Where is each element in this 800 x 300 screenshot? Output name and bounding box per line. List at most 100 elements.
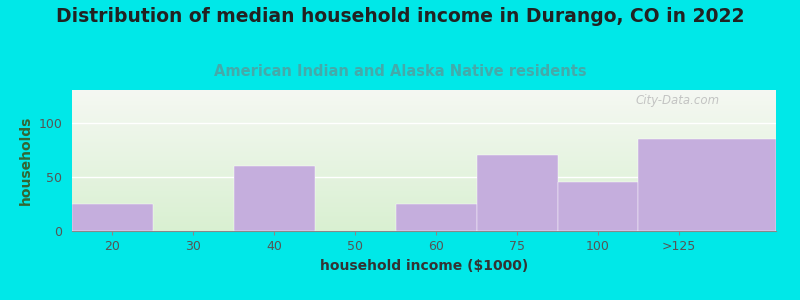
Bar xyxy=(72,131,776,132)
Bar xyxy=(72,204,776,205)
Bar xyxy=(72,90,776,91)
Bar xyxy=(72,154,776,155)
Text: Distribution of median household income in Durango, CO in 2022: Distribution of median household income … xyxy=(56,8,744,26)
Bar xyxy=(72,194,776,195)
Bar xyxy=(72,209,776,210)
Bar xyxy=(72,200,776,201)
Bar xyxy=(72,218,776,219)
Bar xyxy=(72,156,776,157)
Bar xyxy=(72,150,776,151)
Bar xyxy=(72,171,776,172)
Bar xyxy=(72,219,776,220)
Bar xyxy=(72,174,776,175)
Bar xyxy=(72,104,776,105)
Bar xyxy=(72,184,776,185)
Bar xyxy=(72,117,776,118)
Text: City-Data.com: City-Data.com xyxy=(635,94,719,107)
Bar xyxy=(72,210,776,211)
Bar xyxy=(72,102,776,103)
Bar xyxy=(72,133,776,134)
Bar xyxy=(72,114,776,115)
Bar xyxy=(72,158,776,159)
Bar xyxy=(72,190,776,191)
Bar xyxy=(72,157,776,158)
Bar xyxy=(638,139,776,231)
Bar xyxy=(72,186,776,187)
Bar xyxy=(72,165,776,166)
Bar xyxy=(72,203,776,204)
Bar xyxy=(72,164,776,165)
Bar xyxy=(72,126,776,127)
Bar xyxy=(72,99,776,100)
Bar xyxy=(72,107,776,108)
Bar xyxy=(72,96,776,97)
Bar xyxy=(72,167,776,168)
Bar xyxy=(72,101,776,102)
Bar xyxy=(72,119,776,120)
Bar xyxy=(72,147,776,148)
Bar xyxy=(72,198,776,199)
Bar xyxy=(72,93,776,94)
Bar xyxy=(72,162,776,163)
Bar xyxy=(72,207,776,208)
Bar xyxy=(558,182,638,231)
Bar xyxy=(72,97,776,98)
Bar xyxy=(72,129,776,130)
Bar xyxy=(72,211,776,212)
Bar xyxy=(72,115,776,116)
Bar xyxy=(72,202,776,203)
Bar xyxy=(72,183,776,184)
Bar xyxy=(72,169,776,170)
Bar xyxy=(72,192,776,193)
Bar xyxy=(72,120,776,121)
Bar xyxy=(72,142,776,143)
Bar xyxy=(72,181,776,182)
Bar xyxy=(72,92,776,93)
Bar xyxy=(72,195,776,196)
Bar xyxy=(72,152,776,153)
Text: American Indian and Alaska Native residents: American Indian and Alaska Native reside… xyxy=(214,64,586,80)
Bar xyxy=(72,138,776,139)
Bar xyxy=(72,151,776,152)
Bar xyxy=(72,216,776,217)
Bar xyxy=(72,103,776,104)
Bar xyxy=(72,178,776,179)
Bar xyxy=(72,176,776,177)
Bar xyxy=(72,136,776,137)
Bar xyxy=(72,229,776,230)
Bar xyxy=(72,118,776,119)
Bar xyxy=(72,109,776,110)
Bar xyxy=(72,222,776,223)
Bar xyxy=(72,214,776,215)
Bar xyxy=(396,204,477,231)
Bar xyxy=(72,197,776,198)
Bar xyxy=(72,127,776,128)
Bar xyxy=(72,100,776,101)
Bar xyxy=(72,230,776,231)
Bar xyxy=(72,228,776,229)
Bar xyxy=(72,225,776,226)
Bar xyxy=(72,94,776,95)
Bar xyxy=(72,159,776,160)
Bar xyxy=(72,212,776,213)
Bar xyxy=(72,116,776,117)
Bar xyxy=(477,155,558,231)
Bar xyxy=(72,188,776,189)
Bar xyxy=(72,196,776,197)
Bar xyxy=(72,223,776,224)
Bar xyxy=(234,166,314,231)
Bar xyxy=(72,111,776,112)
Bar xyxy=(72,201,776,202)
Bar xyxy=(72,141,776,142)
Bar xyxy=(72,144,776,145)
Bar xyxy=(72,123,776,124)
Bar xyxy=(72,166,776,167)
Bar xyxy=(72,215,776,216)
Bar xyxy=(72,146,776,147)
Bar xyxy=(72,148,776,149)
Bar xyxy=(72,220,776,221)
Bar xyxy=(72,172,776,173)
Bar xyxy=(72,182,776,183)
Bar xyxy=(72,155,776,156)
Bar xyxy=(72,124,776,125)
